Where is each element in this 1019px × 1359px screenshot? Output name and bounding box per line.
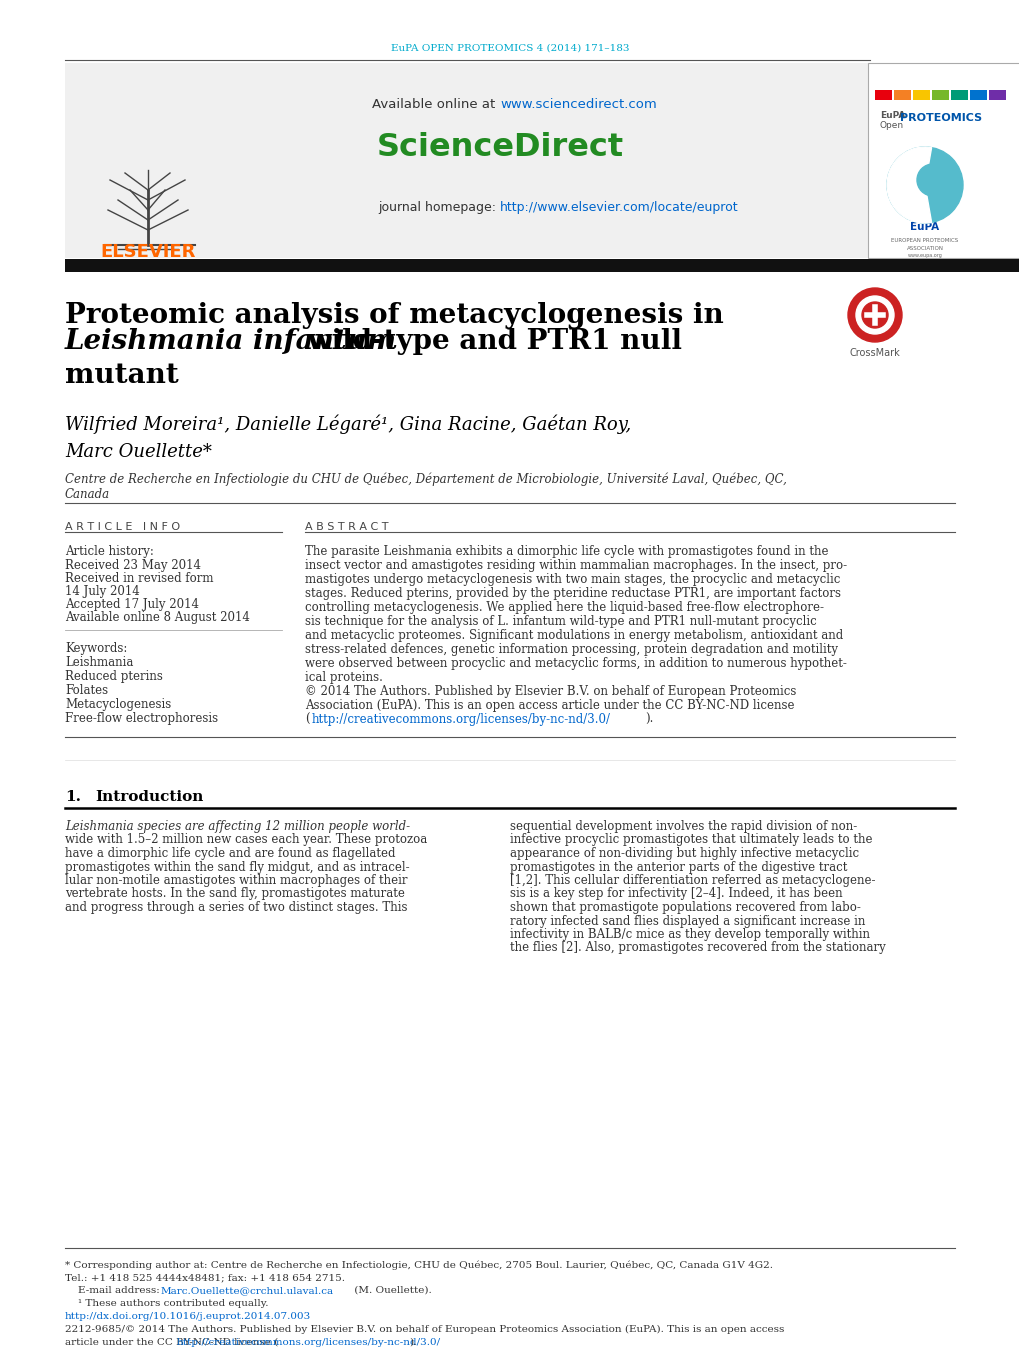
Text: controlling metacyclogenesis. We applied here the liquid-based free-flow electro: controlling metacyclogenesis. We applied… (305, 601, 823, 614)
Text: Centre de Recherche en Infectiologie du CHU de Québec, Département de Microbiolo: Centre de Recherche en Infectiologie du … (65, 472, 786, 485)
Bar (874, 90, 892, 101)
Text: wide with 1.5–2 million new cases each year. These protozoa: wide with 1.5–2 million new cases each y… (65, 833, 427, 847)
Text: ).: ). (409, 1339, 416, 1347)
Text: A B S T R A C T: A B S T R A C T (305, 522, 388, 531)
Text: ).: ). (644, 713, 653, 726)
Text: mastigotes undergo metacyclogenesis with two main stages, the procyclic and meta: mastigotes undergo metacyclogenesis with… (305, 573, 840, 586)
Circle shape (847, 288, 901, 342)
Text: CrossMark: CrossMark (849, 348, 900, 357)
Text: EuPA: EuPA (879, 110, 905, 120)
Text: www.sciencedirect.com: www.sciencedirect.com (499, 98, 656, 111)
Text: journal homepage:: journal homepage: (378, 201, 499, 213)
Bar (65, 260, 1019, 272)
Text: 2212-9685/© 2014 The Authors. Published by Elsevier B.V. on behalf of European P: 2212-9685/© 2014 The Authors. Published … (65, 1325, 784, 1335)
Text: shown that promastigote populations recovered from labo-: shown that promastigote populations reco… (510, 901, 860, 915)
Text: Available online 8 August 2014: Available online 8 August 2014 (65, 612, 250, 624)
Text: EUROPEAN PROTEOMICS: EUROPEAN PROTEOMICS (891, 238, 958, 242)
Wedge shape (887, 147, 930, 223)
Bar (969, 90, 986, 101)
Text: Leishmania infantum: Leishmania infantum (65, 328, 396, 355)
Text: and progress through a series of two distinct stages. This: and progress through a series of two dis… (65, 901, 408, 915)
Text: ratory infected sand flies displayed a significant increase in: ratory infected sand flies displayed a s… (510, 915, 864, 927)
Bar (867, 63, 1019, 258)
Text: PROTEOMICS: PROTEOMICS (899, 113, 981, 124)
Text: ¹ These authors contributed equally.: ¹ These authors contributed equally. (77, 1299, 268, 1307)
Text: sis technique for the analysis of L. infantum wild-type and PTR1 null-mutant pro: sis technique for the analysis of L. inf… (305, 616, 816, 628)
Text: Article history:: Article history: (65, 545, 154, 559)
Text: sis is a key step for infectivity [2–4]. Indeed, it has been: sis is a key step for infectivity [2–4].… (510, 887, 842, 901)
Text: were observed between procyclic and metacyclic forms, in addition to numerous hy: were observed between procyclic and meta… (305, 656, 846, 670)
Text: Marc.Ouellette@crchul.ulaval.ca: Marc.Ouellette@crchul.ulaval.ca (161, 1286, 334, 1295)
Text: 14 July 2014: 14 July 2014 (65, 584, 140, 598)
Text: EuPA OPEN PROTEOMICS 4 (2014) 171–183: EuPA OPEN PROTEOMICS 4 (2014) 171–183 (390, 43, 629, 53)
Text: promastigotes within the sand fly midgut, and as intracel-: promastigotes within the sand fly midgut… (65, 860, 410, 874)
Text: Reduced pterins: Reduced pterins (65, 670, 163, 684)
Bar (931, 90, 948, 101)
Text: Tel.: +1 418 525 4444x48481; fax: +1 418 654 2715.: Tel.: +1 418 525 4444x48481; fax: +1 418… (65, 1273, 344, 1282)
Text: insect vector and amastigotes residing within mammalian macrophages. In the inse: insect vector and amastigotes residing w… (305, 559, 847, 572)
Text: Metacyclogenesis: Metacyclogenesis (65, 699, 171, 711)
Text: article under the CC BY-NC-ND license (: article under the CC BY-NC-ND license ( (65, 1339, 278, 1347)
Text: A R T I C L E   I N F O: A R T I C L E I N F O (65, 522, 180, 531)
Text: (: ( (305, 713, 310, 726)
Text: © 2014 The Authors. Published by Elsevier B.V. on behalf of European Proteomics: © 2014 The Authors. Published by Elsevie… (305, 685, 796, 699)
Text: ScienceDirect: ScienceDirect (376, 132, 623, 163)
Text: stages. Reduced pterins, provided by the pteridine reductase PTR1, are important: stages. Reduced pterins, provided by the… (305, 587, 841, 601)
Text: http://creativecommons.org/licenses/by-nc-nd/3.0/: http://creativecommons.org/licenses/by-n… (177, 1339, 440, 1347)
Text: [1,2]. This cellular differentiation referred as metacyclogene-: [1,2]. This cellular differentiation ref… (510, 874, 874, 887)
Text: Leishmania: Leishmania (65, 656, 133, 669)
Bar (950, 90, 967, 101)
Text: sequential development involves the rapid division of non-: sequential development involves the rapi… (510, 819, 856, 833)
Text: Association (EuPA). This is an open access article under the CC BY-NC-ND license: Association (EuPA). This is an open acce… (305, 699, 794, 712)
Text: Available online at: Available online at (372, 98, 499, 111)
Text: the flies [2]. Also, promastigotes recovered from the stationary: the flies [2]. Also, promastigotes recov… (510, 942, 884, 954)
Text: 1.: 1. (65, 790, 81, 805)
Text: vertebrate hosts. In the sand fly, promastigotes maturate: vertebrate hosts. In the sand fly, proma… (65, 887, 405, 901)
Text: Open: Open (879, 121, 903, 129)
Bar (988, 90, 1005, 101)
Text: Proteomic analysis of metacyclogenesis in: Proteomic analysis of metacyclogenesis i… (65, 302, 723, 329)
Text: http://dx.doi.org/10.1016/j.euprot.2014.07.003: http://dx.doi.org/10.1016/j.euprot.2014.… (65, 1311, 311, 1321)
Circle shape (855, 296, 893, 334)
Text: Free-flow electrophoresis: Free-flow electrophoresis (65, 712, 218, 724)
Text: Received in revised form: Received in revised form (65, 572, 213, 584)
Text: ASSOCIATION: ASSOCIATION (906, 246, 943, 250)
Text: Introduction: Introduction (95, 790, 203, 805)
Bar (65, 63, 869, 258)
Text: * Corresponding author at: Centre de Recherche en Infectiologie, CHU de Québec, : * Corresponding author at: Centre de Rec… (65, 1260, 772, 1269)
Text: infectivity in BALB/c mice as they develop temporally within: infectivity in BALB/c mice as they devel… (510, 928, 869, 940)
Text: lular non-motile amastigotes within macrophages of their: lular non-motile amastigotes within macr… (65, 874, 408, 887)
Text: Wilfried Moreira¹, Danielle Légaré¹, Gina Racine, Gaétan Roy,: Wilfried Moreira¹, Danielle Légaré¹, Gin… (65, 414, 631, 435)
Text: Accepted 17 July 2014: Accepted 17 July 2014 (65, 598, 199, 612)
Circle shape (887, 147, 962, 223)
Text: http://creativecommons.org/licenses/by-nc-nd/3.0/: http://creativecommons.org/licenses/by-n… (312, 713, 610, 726)
Text: infective procyclic promastigotes that ultimately leads to the: infective procyclic promastigotes that u… (510, 833, 871, 847)
Text: wild-type and PTR1 null: wild-type and PTR1 null (298, 328, 682, 355)
Text: Leishmania species are affecting 12 million people world-: Leishmania species are affecting 12 mill… (65, 819, 410, 833)
Text: http://www.elsevier.com/locate/euprot: http://www.elsevier.com/locate/euprot (499, 201, 738, 213)
Text: Canada: Canada (65, 488, 110, 501)
Text: (M. Ouellette).: (M. Ouellette). (351, 1286, 431, 1295)
Text: www.eupa.org: www.eupa.org (907, 253, 942, 257)
Text: stress-related defences, genetic information processing, protein degradation and: stress-related defences, genetic informa… (305, 643, 838, 656)
Text: mutant: mutant (65, 361, 178, 389)
Text: Keywords:: Keywords: (65, 641, 127, 655)
Text: have a dimorphic life cycle and are found as flagellated: have a dimorphic life cycle and are foun… (65, 847, 395, 860)
Text: appearance of non-dividing but highly infective metacyclic: appearance of non-dividing but highly in… (510, 847, 858, 860)
Text: EuPA: EuPA (910, 222, 938, 232)
Text: Marc Ouellette*: Marc Ouellette* (65, 443, 212, 461)
Bar (893, 90, 910, 101)
Bar (912, 90, 929, 101)
Text: The parasite Leishmania exhibits a dimorphic life cycle with promastigotes found: The parasite Leishmania exhibits a dimor… (305, 545, 827, 559)
Text: Received 23 May 2014: Received 23 May 2014 (65, 559, 201, 572)
Text: Folates: Folates (65, 684, 108, 697)
Text: ical proteins.: ical proteins. (305, 671, 382, 684)
Text: and metacyclic proteomes. Significant modulations in energy metabolism, antioxid: and metacyclic proteomes. Significant mo… (305, 629, 843, 641)
Text: E-mail address:: E-mail address: (77, 1286, 163, 1295)
Text: ELSEVIER: ELSEVIER (100, 243, 196, 261)
Text: promastigotes in the anterior parts of the digestive tract: promastigotes in the anterior parts of t… (510, 860, 847, 874)
Circle shape (861, 302, 888, 328)
Circle shape (916, 164, 948, 196)
